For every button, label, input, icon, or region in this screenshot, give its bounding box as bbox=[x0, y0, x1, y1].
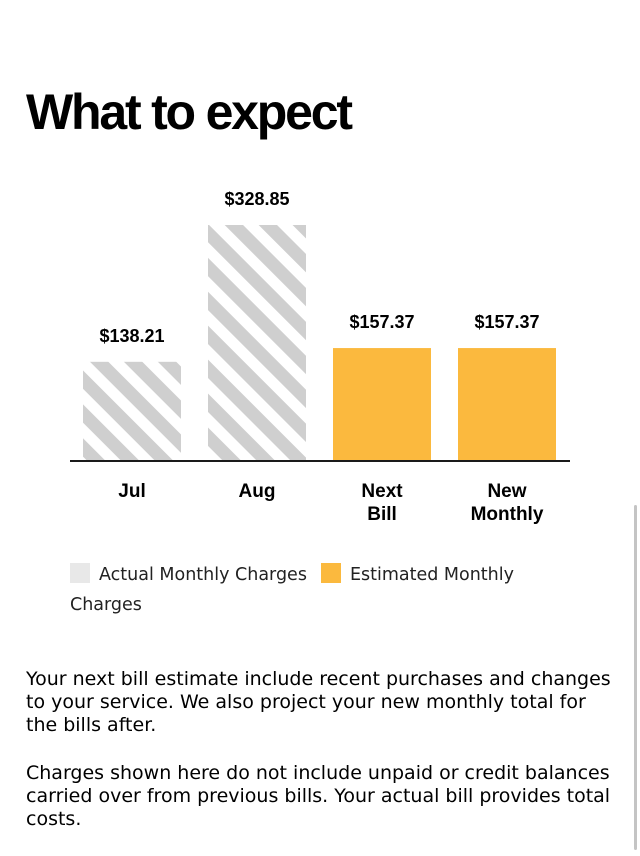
legend-item-actual: Actual Monthly Charges bbox=[70, 563, 307, 585]
bill-chart-svg: $138.21 $328.85 $157.37 $157.37 Jul Aug NextB… bbox=[70, 189, 570, 525]
chart-description: Your next bill estimate include recent p… bbox=[26, 668, 616, 856]
legend-swatch-actual bbox=[70, 563, 90, 583]
legend-label-estimated: Estimated Monthly Charges bbox=[70, 565, 514, 615]
category-label-line2: Bill bbox=[367, 504, 397, 525]
bar-actual-1 bbox=[208, 225, 306, 461]
description-paragraph-1: Your next bill estimate include recent p… bbox=[26, 668, 611, 736]
bar-estimated-2 bbox=[333, 348, 431, 461]
legend-label-actual: Actual Monthly Charges bbox=[99, 565, 307, 585]
legend-swatch-estimated bbox=[320, 563, 341, 583]
bar-value-label: $157.37 bbox=[349, 312, 414, 332]
bar-value-labels: $138.21 $328.85 $157.37 $157.37 bbox=[99, 189, 539, 346]
category-label: New bbox=[487, 481, 526, 502]
legend-item-estimated: Estimated Monthly Charges bbox=[70, 563, 514, 615]
bar-value-label: $138.21 bbox=[99, 326, 164, 346]
page-scrollbar-thumb[interactable] bbox=[634, 505, 637, 850]
bar-estimated-3 bbox=[458, 348, 556, 461]
page-title: What to expect bbox=[26, 84, 353, 140]
bars-layer bbox=[83, 225, 556, 461]
page-scrollbar[interactable] bbox=[632, 0, 640, 853]
bill-chart: $138.21 $328.85 $157.37 $157.37 Jul Aug Next B… bbox=[0, 170, 640, 540]
bar-value-label: $157.37 bbox=[474, 312, 539, 332]
category-label: Next bbox=[361, 481, 403, 502]
description-paragraph-2: Charges shown here do not include unpaid… bbox=[26, 762, 611, 830]
chart-legend: Actual Monthly Charges Estimated Monthly … bbox=[70, 560, 570, 620]
category-label: Jul bbox=[118, 481, 145, 502]
bar-value-label: $328.85 bbox=[224, 189, 289, 209]
category-label: Aug bbox=[239, 481, 276, 502]
category-label-line2: Monthly bbox=[471, 504, 544, 525]
bar-actual-0 bbox=[83, 361, 181, 461]
